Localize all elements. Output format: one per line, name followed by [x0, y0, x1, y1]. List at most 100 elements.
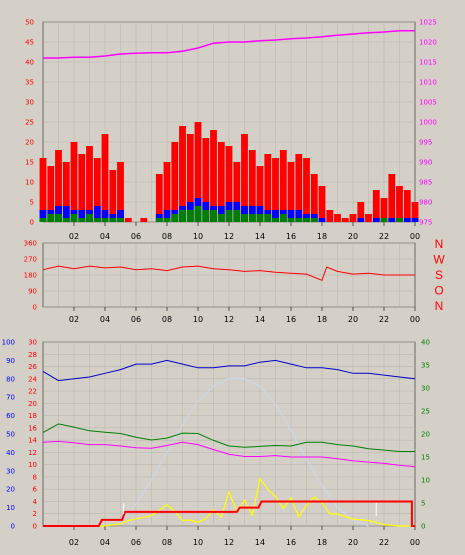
wind-calm-bar [55, 214, 62, 222]
wind-calm-bar [225, 210, 233, 222]
temperature-line [42, 423, 415, 452]
wind-gust-bar [365, 214, 372, 222]
wind-calm-bar [202, 210, 210, 222]
wind-gust-bar [264, 154, 272, 222]
humidity-tick-label: 90 [6, 357, 15, 365]
compass-label: N [435, 299, 444, 313]
rain-tick-label: 10 [28, 461, 37, 469]
wind-gust-bar [411, 202, 419, 222]
wind-right-tick-label: 1000 [419, 119, 437, 127]
wind-gust-bar [241, 134, 248, 222]
wind-xtick-label: 04 [100, 232, 110, 241]
climate-xtick-label: 00 [410, 538, 420, 547]
humidity-tick-label: 30 [6, 467, 15, 475]
wind-calm-bar [310, 218, 318, 222]
dir-tick-label: 90 [28, 288, 37, 296]
wind-calm-bar [396, 218, 403, 222]
wind-calm-bar [117, 218, 124, 222]
wind-gust-bar [140, 218, 148, 222]
temp-tick-label: 15 [421, 454, 430, 462]
temp-tick-label: 0 [421, 523, 425, 531]
wind-mean-bar [295, 210, 303, 222]
wind-left-tick-label: 20 [25, 139, 34, 147]
wind-gust-bar [101, 134, 109, 222]
rain-tick-label: 0 [33, 523, 37, 531]
wind-xtick-label: 06 [131, 232, 141, 241]
wind-left-tick-label: 25 [25, 119, 34, 127]
dir-xtick-label: 18 [317, 315, 327, 324]
dir-xtick-label: 04 [100, 315, 110, 324]
wind-calm-bar [279, 214, 287, 222]
wind-gust-bar [318, 186, 326, 222]
wind-xtick-label: 00 [410, 232, 420, 241]
wind-gust-bar [124, 218, 132, 222]
wind-gust-bar [62, 162, 70, 222]
uv-line [120, 378, 369, 527]
wind-gust-bar [186, 134, 194, 222]
wind-xtick-label: 20 [348, 232, 358, 241]
dir-tick-label: 0 [33, 304, 37, 312]
wind-calm-bar [109, 218, 117, 222]
wind-mean-bar [357, 218, 365, 222]
rain-tick-label: 8 [33, 473, 37, 481]
wind-gust-bar [357, 202, 365, 222]
wind-calm-bar [233, 210, 241, 222]
wind-left-tick-label: 35 [25, 79, 34, 87]
wind-gust-bar [310, 174, 318, 222]
wind-calm-bar [295, 218, 303, 222]
wind-right-tick-label: 975 [419, 219, 432, 227]
wind-calm-bar [62, 218, 70, 222]
wind-calm-bar [78, 218, 86, 222]
wind-gust-bar [78, 154, 86, 222]
wind-gust-bar [202, 138, 210, 222]
wind-calm-bar [155, 218, 163, 222]
wind-gust-bar [86, 146, 93, 222]
humidity-line [42, 359, 416, 382]
wind-gust-bar [109, 170, 117, 222]
wind-mean-bar [78, 210, 86, 222]
wind-gust-bar [210, 130, 217, 222]
wind-gust-bar [70, 142, 78, 222]
wind-xtick-label: 16 [286, 232, 296, 241]
dewpoint-line [42, 440, 416, 468]
wind-calm-bar [47, 214, 55, 222]
wind-gust-bar [163, 162, 171, 222]
rain-line [43, 500, 415, 527]
wind-calm-bar [93, 218, 101, 222]
wind-left-tick-label: 15 [25, 159, 34, 167]
wind-gust-bar [326, 210, 334, 222]
rain-tick-label: 28 [28, 351, 37, 359]
wind-gust-bar [155, 174, 163, 222]
wind-gust-bar [287, 162, 295, 222]
humidity-tick-label: 20 [6, 486, 15, 494]
wind-calm-bar [256, 214, 264, 222]
climate-xtick-label: 16 [286, 538, 296, 547]
wind-right-tick-label: 1020 [419, 39, 437, 47]
rain-tick-label: 6 [33, 486, 38, 494]
wind-gust-bar [272, 158, 279, 222]
rain-tick-label: 14 [28, 437, 37, 445]
humidity-tick-label: 50 [6, 431, 15, 439]
wind-right-tick-label: 1010 [419, 79, 437, 87]
wind-gust-bar [171, 142, 179, 222]
wind-calm-bar [186, 210, 194, 222]
wind-gust-bar [341, 218, 349, 222]
dir-xtick-label: 08 [162, 315, 172, 324]
climate-xtick-label: 10 [193, 538, 203, 547]
wind-right-tick-label: 1015 [419, 59, 437, 67]
wind-gust-bar [47, 166, 55, 222]
wind-calm-bar [303, 218, 310, 222]
dir-tick-label: 180 [24, 272, 37, 280]
humidity-tick-label: 0 [11, 523, 15, 531]
wind-left-tick-label: 45 [25, 39, 34, 47]
rain-tick-label: 12 [28, 449, 37, 457]
wind-mean-bar [272, 210, 279, 222]
dir-xtick-label: 16 [286, 315, 296, 324]
climate-xtick-label: 18 [317, 538, 327, 547]
temp-tick-label: 35 [421, 362, 430, 370]
wind-xtick-label: 18 [317, 232, 327, 241]
dir-tick-label: 270 [24, 256, 37, 264]
rain-tick-label: 4 [33, 498, 38, 506]
wind-mean-bar [287, 210, 295, 222]
